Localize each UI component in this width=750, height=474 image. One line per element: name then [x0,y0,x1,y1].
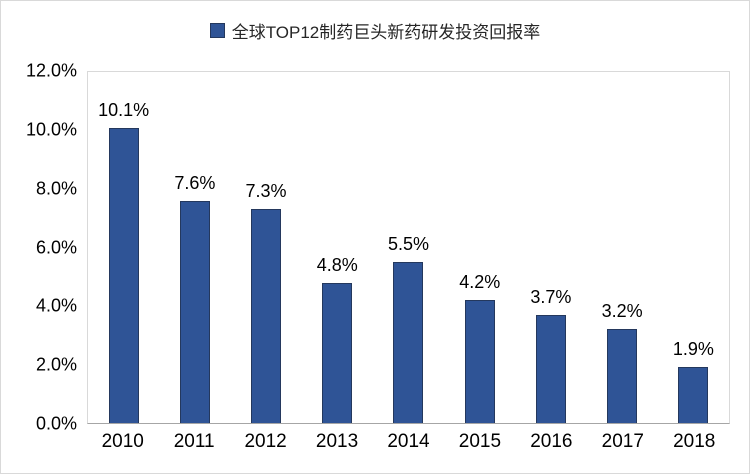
bar-value-label-2012: 7.3% [245,181,287,202]
bar-column-2010: 10.1% [88,72,159,423]
chart-legend: 全球TOP12制药巨头新药研发投资回报率 [1,18,749,43]
bar-2011 [179,200,210,423]
x-tick-label-2015: 2015 [458,431,502,452]
bar-column-2013: 4.8% [302,72,373,423]
bar-value-label-2017: 3.2% [601,301,643,322]
y-tick-label: 0.0% [35,413,77,434]
bar-column-2011: 7.6% [159,72,230,423]
bar-column-2014: 5.5% [373,72,444,423]
x-tick-label-2016: 2016 [530,431,573,452]
y-tick-label: 2.0% [35,354,77,375]
bar-column-2017: 3.2% [587,72,658,423]
bar-2010 [108,127,139,423]
bar-value-label-2014: 5.5% [387,234,429,255]
bar-value-label-2011: 7.6% [174,172,216,193]
x-tick-label-2010: 2010 [101,431,144,452]
x-tick-label-2018: 2018 [673,431,716,452]
bar-2015 [464,300,495,423]
bar-value-label-2018: 1.9% [672,339,714,360]
bar-column-2012: 7.3% [230,72,301,423]
bar-column-2016: 3.7% [515,72,586,423]
legend-label: 全球TOP12制药巨头新药研发投资回报率 [231,23,541,42]
bar-2012 [251,209,282,423]
bar-column-2015: 4.2% [444,72,515,423]
x-tick-label-2011: 2011 [173,431,215,452]
bar-2016 [535,314,566,423]
x-axis: 2010 2011 2012 2013 2014 2015 2016 2017 2018 [87,431,730,453]
x-tick-label-2012: 2012 [244,431,287,452]
bar-column-2018: 1.9% [658,72,729,423]
bar-2013 [322,282,353,423]
legend-square-marker-icon [209,23,225,38]
bar-value-label-2013: 4.8% [316,254,358,275]
y-tick-label: 4.0% [35,295,77,316]
bar-value-label-2010: 10.1% [98,99,150,120]
y-tick-label: 10.0% [25,119,77,140]
bar-value-label-2015: 4.2% [459,272,501,293]
bar-2017 [607,329,638,423]
y-tick-label: 12.0% [25,60,77,81]
x-tick-label-2013: 2013 [315,431,359,452]
plot-area: 10.1% 7.6% 7.3% 4.8% 5.5% 4.2% 3.7% 3.2% 1.9% [87,71,730,424]
y-axis: 0.0% 2.0% 4.0% 6.0% 8.0% 10.0% 12.0% [1,61,77,434]
y-tick-label: 8.0% [35,178,77,199]
y-tick-label: 6.0% [35,237,77,257]
bar-2014 [393,262,424,423]
bar-value-label-2016: 3.7% [530,286,572,307]
x-tick-label-2014: 2014 [387,431,430,452]
x-tick-label-2017: 2017 [601,431,644,452]
bar-2018 [678,367,709,423]
